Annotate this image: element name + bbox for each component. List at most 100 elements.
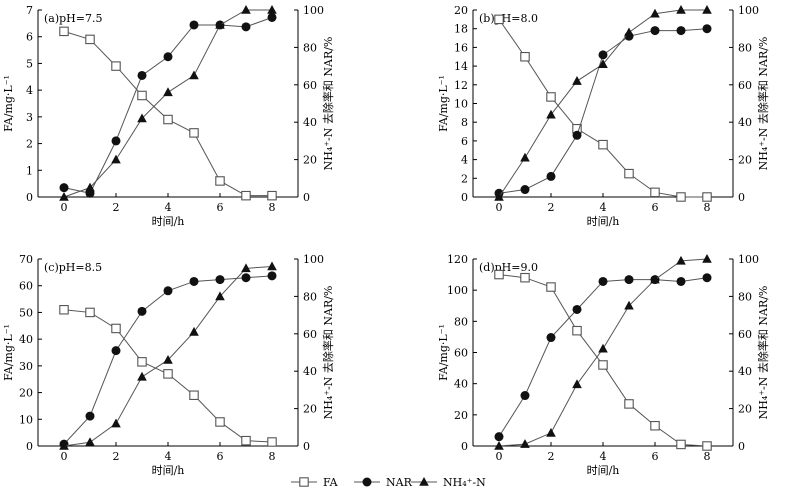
data-point-square: [520, 51, 530, 62]
y-tick-label: 3: [26, 111, 33, 124]
y2-tick-label: 20: [303, 403, 317, 416]
data-point-triangle: [163, 87, 173, 97]
data-point-square: [59, 305, 69, 315]
data-point-circle: [189, 20, 199, 30]
y2-tick-label: 0: [738, 191, 745, 204]
y2-tick-label: 40: [738, 365, 752, 378]
x-tick-label: 8: [269, 450, 276, 463]
series-triangle-line: [498, 9, 707, 198]
data-point-square: [598, 360, 608, 370]
y2-axis-title: NH₄⁺-N 去除率和 NAR/%: [756, 37, 770, 171]
series-circle-line: [498, 277, 708, 437]
data-point-circle: [137, 70, 147, 80]
data-point-circle: [215, 275, 225, 285]
y-tick-label: 4: [461, 154, 468, 167]
y2-tick-label: 0: [738, 440, 745, 453]
panel-label: (d)pH=9.0: [479, 261, 538, 274]
y2-tick-label: 80: [303, 290, 317, 303]
x-tick-label: 2: [548, 201, 555, 214]
y-tick-label: 4: [26, 84, 33, 97]
y-axis-title: FA/mg·L⁻¹: [2, 324, 15, 381]
y-axis-title: FA/mg·L⁻¹: [437, 324, 450, 381]
chart-panel-d: 0 2 4 6 8020406080100120020406080100时间/hFA/m…: [437, 253, 770, 477]
data-point-triangle: [85, 182, 95, 192]
data-point-triangle: [59, 192, 69, 201]
data-point-circle: [546, 333, 556, 343]
x-tick-label: 0: [61, 201, 68, 214]
y2-tick-label: 0: [303, 440, 310, 453]
data-point-square: [241, 435, 251, 446]
data-point-square: [111, 323, 121, 334]
data-point-square: [624, 168, 634, 179]
series-triangle: [494, 5, 712, 201]
data-point-circle: [111, 136, 121, 146]
x-tick-label: 8: [704, 450, 711, 463]
data-point-triangle: [702, 254, 712, 263]
series-square: [494, 269, 712, 451]
y-tick-label: 5: [26, 57, 33, 70]
y-tick-label: 50: [19, 306, 33, 319]
data-point-circle: [598, 50, 608, 60]
legend-label: NH₄⁺-N: [443, 476, 486, 489]
data-point-triangle: [59, 441, 69, 450]
data-point-triangle: [546, 427, 556, 437]
data-point-circle: [702, 24, 712, 34]
panel-label: (a)pH=7.5: [44, 12, 103, 25]
series-square: [59, 26, 277, 201]
series-square: [59, 305, 277, 447]
series-square-line: [498, 19, 707, 198]
data-point-square: [163, 114, 173, 125]
data-point-triangle: [520, 152, 530, 162]
panel-label: (c)pH=8.5: [44, 261, 102, 274]
data-point-triangle: [267, 261, 277, 271]
chart-panel-b: 0 2 4 6 802468101214161820020406080100时间/hFA…: [437, 4, 770, 228]
y2-tick-label: 80: [303, 41, 317, 54]
data-point-square: [163, 369, 173, 379]
data-point-square: [215, 417, 225, 427]
data-point-triangle: [572, 76, 582, 85]
data-point-circle: [702, 273, 712, 283]
y2-tick-label: 100: [303, 253, 324, 266]
data-point-triangle: [598, 59, 608, 69]
data-point-circle: [520, 185, 530, 195]
data-point-circle: [572, 130, 582, 140]
legend-item-square: FA: [291, 476, 339, 489]
y2-tick-label: 60: [738, 79, 752, 92]
data-point-triangle: [163, 354, 173, 364]
series-circle: [494, 24, 712, 198]
data-point-circle: [572, 304, 582, 314]
data-point-triangle: [267, 5, 277, 14]
data-point-circle: [111, 346, 121, 356]
series-triangle: [59, 261, 277, 450]
x-tick-label: 4: [165, 450, 172, 463]
x-tick-label: 2: [548, 450, 555, 463]
x-axis-title: 时间/h: [152, 215, 185, 228]
data-point-square: [137, 90, 147, 101]
y-tick-label: 10: [19, 413, 33, 426]
y-tick-label: 60: [454, 347, 468, 360]
data-point-triangle: [189, 70, 199, 80]
series-triangle: [494, 254, 712, 450]
data-point-circle: [676, 26, 686, 36]
y-tick-label: 2: [26, 138, 33, 151]
data-point-square: [85, 307, 95, 318]
data-point-triangle: [189, 326, 199, 336]
x-tick-label: 4: [165, 201, 172, 214]
data-point-triangle: [494, 441, 504, 450]
data-point-triangle: [546, 109, 556, 119]
y2-tick-label: 40: [303, 365, 317, 378]
y-tick-label: 0: [26, 440, 33, 453]
y-tick-label: 16: [454, 41, 468, 54]
y-tick-label: 40: [19, 333, 33, 346]
y-tick-label: 0: [461, 191, 468, 204]
data-point-triangle: [85, 437, 95, 447]
data-point-circle: [267, 12, 277, 22]
x-tick-label: 6: [217, 450, 224, 463]
y-tick-label: 10: [454, 98, 468, 111]
y2-axis-title: NH₄⁺-N 去除率和 NAR/%: [321, 37, 335, 171]
y2-tick-label: 20: [738, 403, 752, 416]
data-point-triangle: [702, 5, 712, 14]
data-point-triangle: [111, 154, 121, 164]
data-point-square: [572, 325, 582, 336]
